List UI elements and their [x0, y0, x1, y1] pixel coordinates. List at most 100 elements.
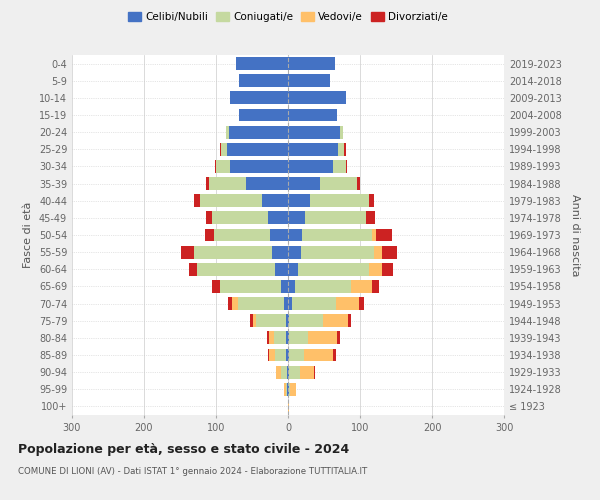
Bar	[267, 332, 269, 344]
Bar	[274, 332, 286, 344]
Bar	[215, 160, 216, 173]
Bar	[181, 246, 194, 258]
Bar	[268, 348, 269, 362]
Bar	[371, 228, 376, 241]
Bar	[304, 348, 332, 362]
Bar	[253, 314, 256, 327]
Bar	[357, 177, 360, 190]
Bar	[288, 400, 289, 413]
Bar	[246, 177, 288, 190]
Bar	[288, 297, 292, 310]
Bar	[256, 314, 286, 327]
Bar	[209, 177, 246, 190]
Bar	[289, 314, 323, 327]
Bar	[212, 212, 268, 224]
Bar	[344, 143, 346, 156]
Bar	[286, 314, 288, 327]
Bar	[268, 212, 288, 224]
Bar	[288, 314, 289, 327]
Bar	[286, 383, 287, 396]
Bar	[272, 246, 288, 258]
Bar	[216, 160, 230, 173]
Bar	[288, 366, 289, 378]
Bar	[340, 126, 343, 138]
Bar	[284, 297, 288, 310]
Bar	[368, 263, 382, 276]
Bar	[288, 126, 340, 138]
Bar	[367, 212, 375, 224]
Bar	[205, 228, 214, 241]
Bar	[310, 194, 368, 207]
Bar	[284, 383, 286, 396]
Bar	[289, 332, 308, 344]
Bar	[206, 212, 212, 224]
Bar	[281, 366, 287, 378]
Bar	[194, 246, 272, 258]
Bar	[286, 332, 288, 344]
Bar	[301, 246, 374, 258]
Bar	[371, 280, 379, 293]
Bar	[221, 143, 227, 156]
Bar	[239, 74, 288, 87]
Y-axis label: Fasce di età: Fasce di età	[23, 202, 33, 268]
Bar	[336, 297, 359, 310]
Text: COMUNE DI LIONI (AV) - Dati ISTAT 1° gennaio 2024 - Elaborazione TUTTITALIA.IT: COMUNE DI LIONI (AV) - Dati ISTAT 1° gen…	[18, 468, 367, 476]
Legend: Celibi/Nubili, Coniugati/e, Vedovi/e, Divorziati/e: Celibi/Nubili, Coniugati/e, Vedovi/e, Di…	[124, 8, 452, 26]
Bar	[226, 126, 229, 138]
Bar	[269, 348, 275, 362]
Bar	[288, 280, 295, 293]
Bar	[188, 263, 197, 276]
Y-axis label: Anni di nascita: Anni di nascita	[570, 194, 580, 276]
Bar	[352, 280, 371, 293]
Bar	[338, 143, 344, 156]
Bar	[292, 297, 336, 310]
Bar	[382, 263, 393, 276]
Bar	[332, 348, 335, 362]
Bar	[288, 383, 289, 396]
Bar	[288, 57, 335, 70]
Bar	[239, 108, 288, 122]
Bar	[287, 366, 288, 378]
Bar	[368, 194, 374, 207]
Bar	[288, 263, 298, 276]
Bar	[275, 263, 288, 276]
Bar	[288, 108, 337, 122]
Bar	[288, 177, 320, 190]
Bar	[288, 332, 289, 344]
Bar	[288, 160, 332, 173]
Bar	[289, 366, 299, 378]
Bar	[197, 263, 275, 276]
Bar	[305, 212, 367, 224]
Bar	[308, 332, 337, 344]
Bar	[220, 143, 221, 156]
Bar	[277, 366, 281, 378]
Bar	[220, 280, 281, 293]
Bar	[236, 57, 288, 70]
Bar	[200, 194, 262, 207]
Bar	[332, 160, 346, 173]
Bar	[230, 160, 288, 173]
Bar	[250, 314, 253, 327]
Bar	[289, 383, 290, 396]
Bar	[299, 366, 314, 378]
Bar	[288, 348, 289, 362]
Bar	[214, 228, 270, 241]
Bar	[288, 74, 330, 87]
Bar	[212, 280, 220, 293]
Bar	[275, 348, 286, 362]
Bar	[238, 297, 284, 310]
Bar	[374, 246, 382, 258]
Bar	[382, 246, 397, 258]
Bar	[288, 92, 346, 104]
Bar	[288, 143, 338, 156]
Bar	[376, 228, 392, 241]
Bar	[323, 314, 349, 327]
Bar	[269, 332, 274, 344]
Bar	[289, 348, 304, 362]
Bar	[230, 92, 288, 104]
Bar	[288, 212, 305, 224]
Bar	[281, 280, 288, 293]
Bar	[194, 194, 200, 207]
Bar	[270, 228, 288, 241]
Bar	[295, 280, 352, 293]
